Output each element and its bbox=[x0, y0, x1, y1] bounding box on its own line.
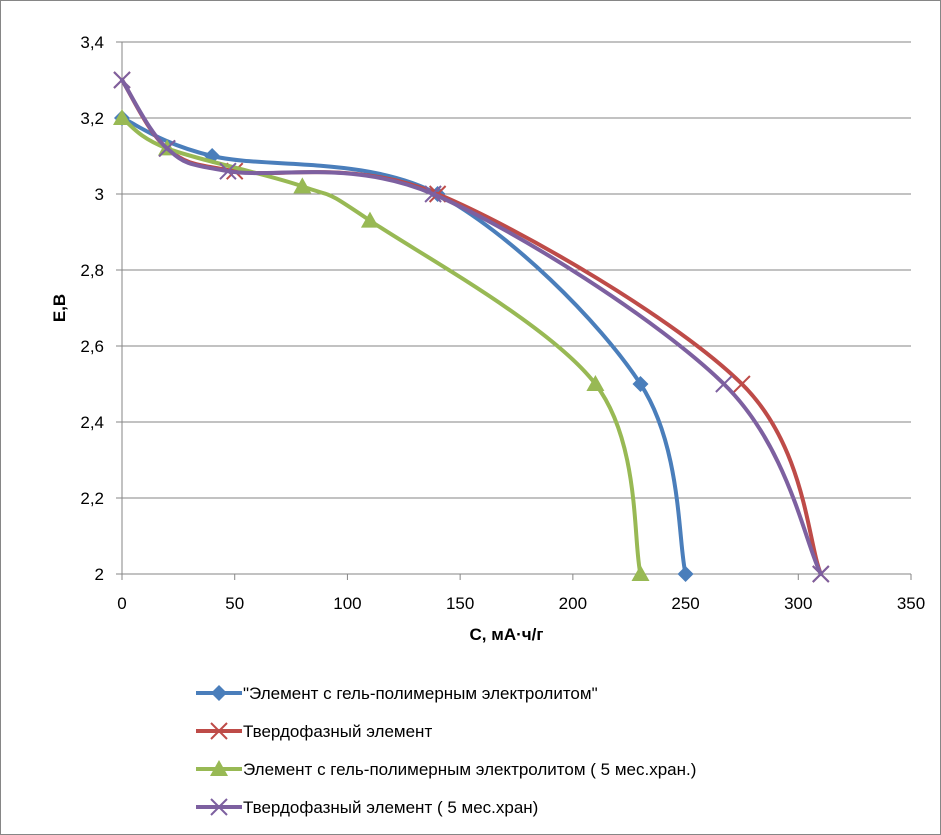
legend-marker-3 bbox=[210, 798, 228, 816]
data-point-1 bbox=[733, 375, 751, 393]
x-tick-label: 200 bbox=[559, 594, 587, 613]
x-tick-label: 250 bbox=[671, 594, 699, 613]
data-point-0 bbox=[677, 566, 694, 582]
data-point-2 bbox=[360, 211, 379, 228]
data-point-2 bbox=[586, 375, 605, 391]
y-axis-label: E,B bbox=[50, 294, 69, 322]
data-point-3 bbox=[113, 71, 131, 89]
y-tick-label: 2,2 bbox=[80, 489, 104, 508]
legend-marker-2 bbox=[210, 760, 228, 776]
legend-label-1: Твердофазный элемент bbox=[243, 722, 432, 741]
data-point-3 bbox=[715, 375, 733, 393]
y-tick-label: 3,2 bbox=[80, 109, 104, 128]
y-tick-label: 2,4 bbox=[80, 413, 104, 432]
data-point-2 bbox=[293, 177, 312, 194]
legend-marker-0 bbox=[211, 685, 227, 701]
series-line-1 bbox=[120, 78, 823, 576]
x-tick-label: 300 bbox=[784, 594, 812, 613]
x-tick-label: 150 bbox=[446, 594, 474, 613]
data-point-0 bbox=[632, 376, 649, 392]
data-point-2 bbox=[113, 109, 131, 125]
y-tick-label: 2,8 bbox=[80, 261, 104, 280]
series-line-3 bbox=[120, 78, 823, 576]
data-point-2 bbox=[631, 565, 650, 581]
legend-label-2: Элемент с гель-полимерным электролитом (… bbox=[243, 760, 696, 779]
legend-label-0: "Элемент с гель-полимерным электролитом" bbox=[243, 684, 598, 703]
y-tick-label: 2 bbox=[95, 565, 104, 584]
x-tick-label: 50 bbox=[225, 594, 244, 613]
data-point-3 bbox=[812, 565, 830, 583]
x-tick-label: 0 bbox=[117, 594, 126, 613]
legend-label-3: Твердофазный элемент ( 5 мес.хран) bbox=[243, 798, 538, 817]
data-point-3 bbox=[424, 185, 442, 203]
y-tick-label: 3 bbox=[95, 185, 104, 204]
legend-marker-1 bbox=[210, 722, 228, 740]
y-tick-label: 2,6 bbox=[80, 337, 104, 356]
x-tick-label: 350 bbox=[897, 594, 925, 613]
y-tick-label: 3,4 bbox=[80, 33, 104, 52]
x-axis-label: C, мА·ч/г bbox=[470, 625, 544, 644]
data-point-3 bbox=[219, 162, 237, 180]
data-point-3 bbox=[158, 139, 176, 158]
x-tick-label: 100 bbox=[333, 594, 361, 613]
